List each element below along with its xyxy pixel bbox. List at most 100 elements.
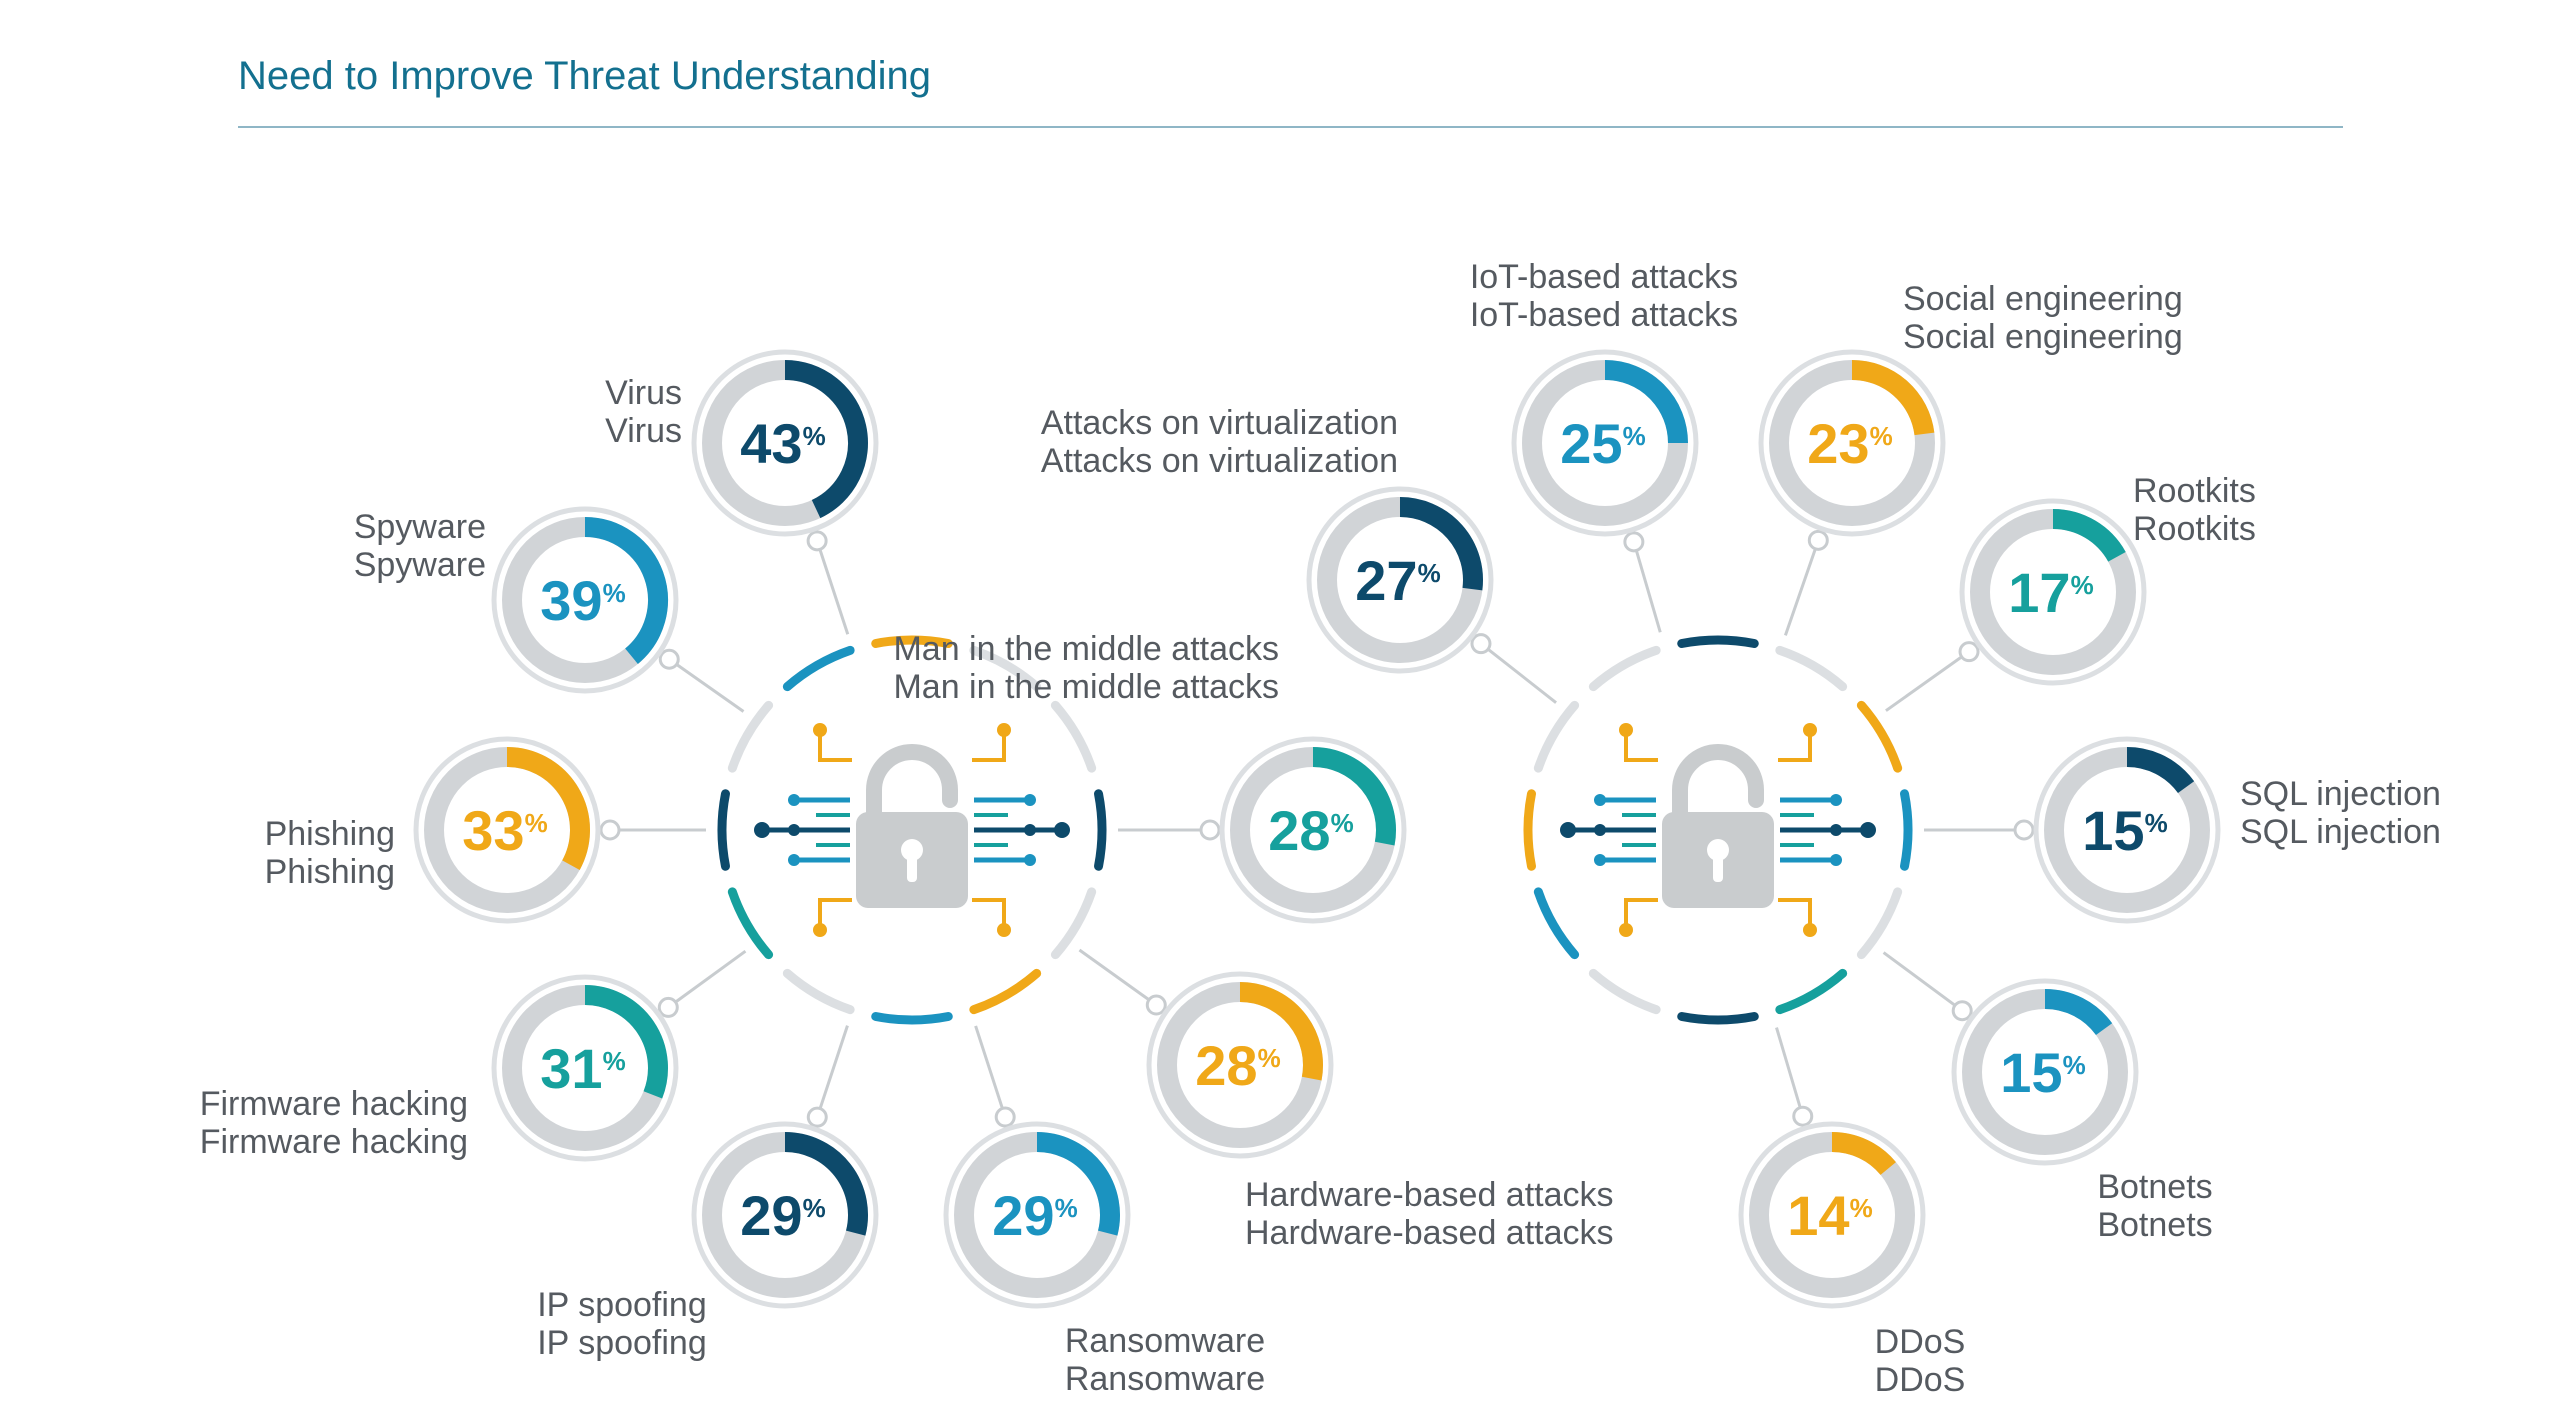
slice-label: Rootkits Rootkits <box>2133 472 2256 548</box>
donut-value: 29% <box>740 1184 825 1247</box>
slice-label: Ransomware Ransomware <box>1065 1322 1265 1398</box>
connector-line <box>1885 650 1970 712</box>
connector-node <box>1951 1000 1973 1022</box>
hub-ring-segment <box>1050 700 1097 773</box>
hub-ring-segment <box>1533 700 1580 773</box>
connector-node <box>806 1106 828 1128</box>
connector-node <box>1470 633 1492 655</box>
hub-ring-segment <box>1677 1012 1759 1025</box>
slice-label: Botnets Botnets <box>2097 1168 2212 1244</box>
slice-label: DDoS DDoS <box>1875 1323 1966 1399</box>
donut-botnets: 15% Botnets Botnets <box>1951 978 2213 1244</box>
hub-ring-segment <box>1588 968 1661 1015</box>
connector-line <box>1775 1027 1805 1117</box>
hub-ring-segment <box>871 635 953 648</box>
padlock-icon <box>856 744 968 908</box>
hub-ring-segment <box>782 968 855 1015</box>
donut-value: 27% <box>1355 549 1440 612</box>
slice-label: Phishing Phishing <box>265 815 395 891</box>
donut-value-arc <box>1036 1132 1120 1236</box>
donut-virus: 43% Virus Virus <box>605 349 879 537</box>
donut-value: 15% <box>2000 1041 2085 1104</box>
donut-man-in-the-middle-attacks: 28% Man in the middle attacks Man in the m… <box>893 630 1407 924</box>
hub-ring-segment <box>1588 645 1661 692</box>
hub-ring-segment <box>1775 645 1848 692</box>
donut-value: 43% <box>740 412 825 475</box>
donut-value: 28% <box>1195 1034 1280 1097</box>
connector-node <box>658 648 680 670</box>
donut-value: 14% <box>1787 1184 1872 1247</box>
donut-value: 23% <box>1807 412 1892 475</box>
slice-label: Man in the middle attacks Man in the midd… <box>893 630 1279 706</box>
donut-value-arc <box>2052 509 2126 563</box>
connector-node <box>599 819 621 841</box>
donut-sql-injection: 15% SQL injection SQL injection <box>2033 736 2441 924</box>
donut-value-arc <box>584 985 668 1099</box>
donut-value: 31% <box>540 1037 625 1100</box>
connector-line <box>974 1025 1007 1118</box>
padlock-icon <box>1662 744 1774 908</box>
donut-value: 33% <box>462 799 547 862</box>
slice-label: Social engineering Social engineering <box>1903 280 2183 356</box>
donut-attacks-on-virtualization: 27% Attacks on virtualization Attacks on v… <box>1041 404 1494 674</box>
connector-line <box>1632 541 1662 633</box>
slice-label: Spyware Spyware <box>354 508 486 584</box>
slice-label: Hardware-based attacks Hardware-based att… <box>1245 1176 1614 1252</box>
donut-value-arc <box>784 1132 868 1236</box>
slice-label: IP spoofing IP spoofing <box>537 1286 707 1362</box>
donut-hardware-based-attacks: 28% Hardware-based attacks Hardware-based … <box>1146 971 1614 1252</box>
hub-ring-segment <box>1856 700 1903 773</box>
donut-firmware-hacking: 31% Firmware hacking Firmware hacking <box>200 974 679 1162</box>
donut-ransomware: 29% Ransomware Ransomware <box>943 1121 1265 1398</box>
donut-value: 25% <box>1560 412 1645 475</box>
hub-padlock-icon <box>1514 626 1922 1034</box>
connector-line <box>1078 948 1158 1007</box>
hub-ring-segment <box>969 968 1042 1015</box>
hub-ring-segment <box>717 789 730 871</box>
hub-ring-segment <box>1094 789 1107 871</box>
connector-node <box>994 1106 1016 1128</box>
connector-line <box>1480 642 1557 704</box>
connector-line <box>668 658 745 713</box>
connector-node <box>1807 529 1829 551</box>
donut-value-arc <box>1831 1132 1896 1176</box>
connector-node <box>1792 1105 1814 1127</box>
donut-value-arc <box>1399 497 1483 591</box>
donut-value: 39% <box>540 569 625 632</box>
hub-ring-segment <box>727 887 774 960</box>
connector-node <box>1199 819 1221 841</box>
donut-ip-spoofing: 29% IP spoofing IP spoofing <box>537 1121 879 1362</box>
donut-value-arc <box>2126 747 2195 794</box>
donut-value-arc <box>1312 747 1396 846</box>
connector-node <box>806 530 828 552</box>
donut-value-arc <box>584 517 668 664</box>
donut-iot-based-attacks: 25% IoT-based attacks IoT-based attacks <box>1470 258 1738 537</box>
hub-ring-segment <box>871 1012 953 1025</box>
donut-value-arc <box>1851 360 1935 436</box>
donut-spyware: 39% Spyware Spyware <box>354 506 679 694</box>
donut-value: 28% <box>1268 799 1353 862</box>
connector-line <box>815 1025 849 1118</box>
donut-social-engineering: 23%Social engineering Social engineering <box>1758 280 2183 537</box>
donut-rootkits: 17% Rootkits Rootkits <box>1959 472 2256 686</box>
hub-padlock-icon <box>708 626 1116 1034</box>
page-title: Need to Improve Threat Understanding <box>238 54 931 98</box>
hub-ring-segment <box>969 645 1042 692</box>
donut-value-arc <box>784 360 868 519</box>
connector-node <box>657 996 679 1018</box>
hub-ring-segment <box>1775 968 1848 1015</box>
slice-label: Firmware hacking Firmware hacking <box>200 1085 468 1161</box>
hub-ring-segment <box>1677 635 1759 648</box>
slice-label: SQL injection SQL injection <box>2240 775 2441 851</box>
hub-ring-segment <box>1856 887 1903 960</box>
connector-node <box>1958 641 1980 663</box>
hub-ring-segment <box>727 700 774 773</box>
hub-ring-segment <box>1050 887 1097 960</box>
hub-ring-segment <box>1900 789 1913 871</box>
slice-label: Attacks on virtualization Attacks on virt… <box>1041 404 1398 480</box>
donut-value: 17% <box>2008 561 2093 624</box>
connector-node <box>2013 819 2035 841</box>
connector-node <box>1623 531 1645 553</box>
